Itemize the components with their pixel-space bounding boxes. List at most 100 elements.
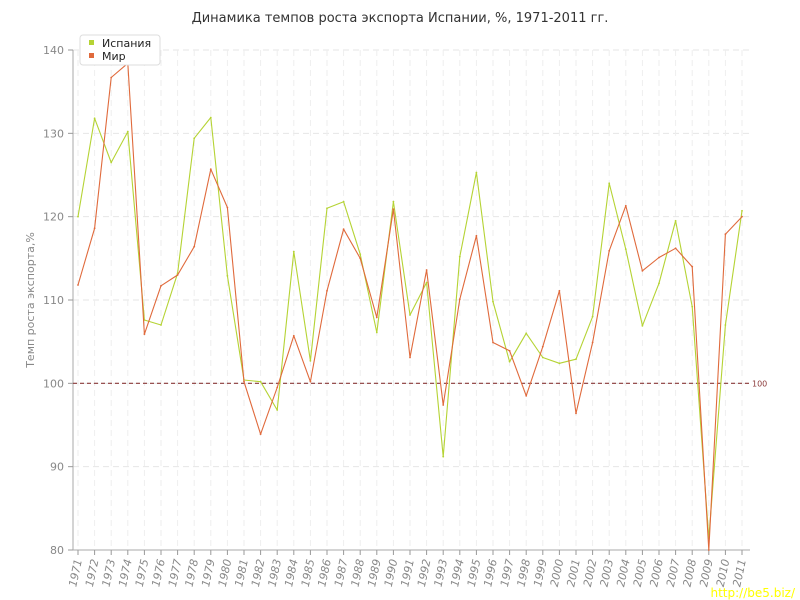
- reference-line-label: 100: [752, 379, 767, 388]
- x-tick-label: 1971: [66, 558, 85, 588]
- y-tick-label: 80: [50, 544, 64, 557]
- x-tick-label: 1974: [116, 558, 135, 588]
- x-tick-label: 1995: [465, 558, 484, 588]
- x-tick-label: 1984: [282, 558, 301, 588]
- data-point-spain: [724, 324, 727, 326]
- x-tick-label: 2009: [697, 558, 716, 588]
- data-point-world: [160, 284, 162, 287]
- data-point-spain: [409, 314, 411, 316]
- data-point-world: [342, 228, 345, 231]
- data-point-world: [93, 227, 96, 230]
- y-tick-label: 130: [43, 127, 64, 140]
- data-point-spain: [226, 274, 229, 277]
- data-point-spain: [608, 182, 611, 185]
- data-point-world: [492, 341, 494, 344]
- x-tick-label: 1986: [315, 558, 334, 588]
- data-point-world: [608, 249, 611, 252]
- data-point-world: [475, 234, 478, 237]
- x-tick-label: 1994: [448, 558, 467, 588]
- x-tick-label: 2010: [714, 558, 733, 588]
- y-axis-ticks: 80 90 100 110 120 130 140: [43, 44, 73, 557]
- data-point-spain: [492, 300, 494, 303]
- data-point-spain: [392, 200, 395, 203]
- data-point-spain: [575, 358, 577, 361]
- x-tick-label: 2001: [564, 558, 583, 588]
- data-point-world: [575, 412, 577, 415]
- data-point-spain: [525, 332, 528, 335]
- data-point-world: [409, 356, 411, 359]
- data-point-world: [326, 289, 328, 292]
- x-tick-label: 1978: [183, 558, 202, 588]
- x-tick-label: 1988: [349, 558, 368, 588]
- data-point-world: [77, 284, 79, 286]
- data-point-world: [292, 334, 295, 337]
- x-tick-label: 1991: [398, 558, 417, 588]
- data-point-world: [392, 208, 395, 211]
- legend: Испания Мир: [79, 34, 161, 66]
- data-point-world: [541, 345, 544, 348]
- data-point-spain: [741, 209, 743, 212]
- data-point-spain: [326, 207, 328, 210]
- y-tick-label: 90: [50, 461, 64, 474]
- data-point-world: [243, 380, 245, 383]
- x-tick-label: 1992: [415, 558, 434, 588]
- x-tick-label: 1998: [515, 558, 534, 588]
- data-point-spain: [591, 315, 594, 318]
- y-tick-label: 140: [43, 44, 64, 57]
- x-tick-label: 1996: [481, 558, 500, 588]
- data-point-world: [525, 394, 528, 397]
- data-point-world: [658, 256, 660, 259]
- y-tick-label: 120: [43, 211, 64, 224]
- grid: [72, 49, 750, 551]
- data-point-spain: [442, 455, 445, 458]
- x-tick-label: 2007: [664, 558, 683, 588]
- data-point-world: [458, 298, 461, 301]
- x-tick-label: 1985: [299, 558, 318, 588]
- data-point-spain: [375, 331, 378, 334]
- legend-swatch-world: [89, 53, 94, 58]
- y-tick-label: 100: [43, 377, 64, 390]
- data-point-world: [375, 316, 378, 319]
- data-point-world: [707, 549, 710, 551]
- data-point-spain: [276, 409, 279, 411]
- data-point-spain: [309, 359, 312, 362]
- x-tick-label: 1982: [249, 558, 268, 588]
- data-point-spain: [691, 305, 694, 308]
- y-tick-label: 110: [43, 294, 64, 307]
- data-point-spain: [160, 324, 162, 326]
- data-point-spain: [624, 248, 627, 251]
- data-point-world: [508, 349, 511, 352]
- data-point-spain: [259, 380, 262, 383]
- legend-label-spain: Испания: [102, 37, 151, 50]
- x-axis-ticks: 1971197219731974197519761977197819791980…: [66, 550, 749, 588]
- data-point-spain: [674, 219, 677, 222]
- x-tick-label: 1976: [149, 558, 168, 588]
- x-tick-label: 1990: [382, 558, 401, 588]
- data-point-spain: [508, 360, 511, 363]
- data-point-spain: [475, 171, 478, 174]
- watermark: http://be5.biz/: [710, 586, 795, 600]
- x-tick-label: 1973: [100, 558, 119, 588]
- data-point-world: [425, 269, 428, 271]
- x-tick-label: 1989: [365, 558, 384, 588]
- x-tick-label: 1975: [133, 558, 152, 588]
- reference-line-group: 100: [73, 379, 767, 388]
- data-point-world: [276, 386, 279, 389]
- data-point-spain: [77, 215, 79, 218]
- x-tick-label: 1997: [498, 558, 517, 588]
- data-point-world: [176, 274, 179, 276]
- data-point-spain: [359, 253, 362, 256]
- x-tick-label: 2002: [581, 558, 600, 588]
- data-point-world: [624, 204, 627, 207]
- data-point-world: [143, 333, 146, 336]
- x-tick-label: 2011: [730, 558, 749, 588]
- x-tick-label: 2008: [681, 558, 700, 588]
- data-point-spain: [126, 130, 129, 133]
- series-lines: [77, 62, 743, 551]
- x-tick-label: 1993: [432, 558, 451, 588]
- x-tick-label: 1977: [166, 558, 185, 588]
- data-point-spain: [425, 281, 428, 284]
- data-point-spain: [93, 117, 96, 120]
- data-point-world: [591, 341, 594, 344]
- data-point-spain: [558, 362, 561, 365]
